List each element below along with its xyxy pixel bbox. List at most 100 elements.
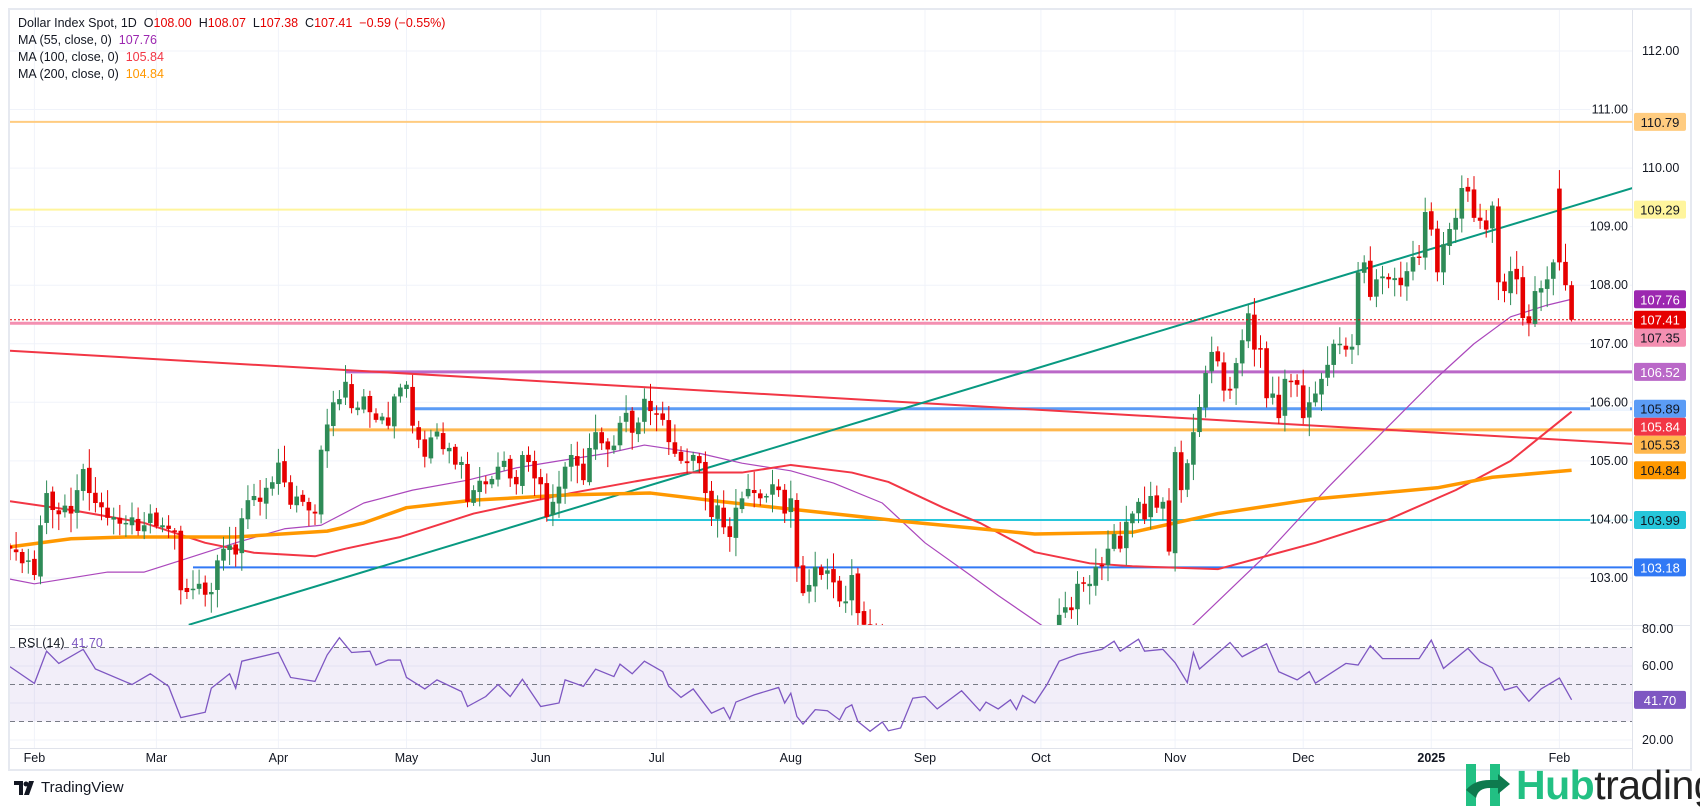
candle	[1471, 176, 1477, 223]
candle-body	[819, 567, 824, 576]
horizontal-levels[interactable]	[10, 120, 1632, 569]
candle	[373, 408, 379, 423]
candle-body	[1380, 276, 1385, 279]
candle-body	[1258, 348, 1263, 350]
green-trendline[interactable]	[188, 187, 1633, 625]
candle-body	[471, 490, 476, 503]
candle	[825, 558, 830, 590]
price-badge-bg	[1634, 417, 1686, 436]
price-badge-label: 104.84	[1640, 463, 1680, 478]
price-tick-label-bg	[1590, 394, 1630, 411]
candle	[843, 585, 848, 613]
price-axis[interactable]: 112.00 111.00 110.00 109.00 108.00 107.00 106.…	[1590, 44, 1680, 586]
candle-body	[306, 501, 312, 511]
trendlines[interactable]	[10, 187, 1633, 625]
candle-body	[684, 461, 690, 464]
legend-ma200[interactable]: MA (200, close, 0) 104.84	[18, 66, 164, 82]
candle-body	[825, 570, 830, 574]
candle-body	[50, 491, 55, 511]
candle-body	[434, 431, 440, 437]
candle-body	[99, 502, 104, 508]
candle	[1398, 261, 1404, 297]
trading-text: trading	[1594, 762, 1700, 808]
candle-body	[562, 466, 568, 489]
time-axis[interactable]: Feb Mar Apr May Jun Jul Aug Sep Oct Nov Dec 2025 Feb	[24, 751, 1571, 765]
candle-body	[526, 454, 531, 463]
candle	[1063, 591, 1068, 618]
candle-body	[1160, 501, 1166, 509]
candle-body	[172, 530, 177, 532]
legend-rsi[interactable]: RSI (14) 41.70	[18, 635, 103, 651]
tradingview-logo[interactable]: TradingView	[14, 779, 124, 796]
candle	[514, 470, 519, 495]
candle	[745, 474, 751, 499]
candle-body	[770, 484, 775, 495]
legend-ma100[interactable]: MA (100, close, 0) 105.84	[18, 49, 164, 65]
candle	[1172, 446, 1178, 572]
candle	[483, 475, 489, 494]
candle-body	[422, 439, 428, 457]
candle-body	[56, 510, 62, 515]
candle-body	[105, 507, 110, 518]
candle	[1185, 459, 1190, 498]
legend-symbol-row[interactable]: Dollar Index Spot, 1D O108.00 H108.07 L1…	[18, 15, 445, 31]
candle	[1483, 210, 1489, 238]
price-badge-bg	[1634, 200, 1686, 219]
candle	[1496, 198, 1501, 301]
rsi-axis[interactable]: 80.00 60.00 20.00	[1642, 622, 1673, 747]
rsi-label: RSI (14)	[18, 636, 65, 650]
candle	[770, 469, 775, 513]
price-tick-label: 107.00	[1590, 337, 1628, 351]
candle	[1069, 596, 1074, 619]
candle	[233, 526, 238, 567]
candle	[1111, 524, 1117, 552]
price-badge-105-89: 105.89	[1634, 399, 1686, 418]
candle-body	[733, 507, 739, 538]
candle	[556, 470, 562, 518]
rsi-value: 41.70	[71, 636, 103, 650]
candle-body	[1172, 452, 1178, 554]
candle	[495, 452, 501, 487]
price-badge-103-99: 103.99	[1634, 510, 1686, 529]
candle-body	[1325, 364, 1330, 378]
red-trendline[interactable]	[10, 349, 1633, 445]
date-tick-label: Aug	[780, 751, 802, 765]
tradingview-label: TradingView	[41, 779, 124, 796]
close-label: C	[305, 16, 315, 30]
candle	[38, 515, 43, 585]
price-tick-label-bg	[1590, 511, 1630, 528]
candle	[355, 401, 360, 416]
ma200-value: 104.84	[125, 67, 164, 81]
candle-body	[1319, 378, 1324, 395]
price-badge-bg	[1634, 399, 1686, 418]
rsi-pane	[10, 636, 1632, 733]
candle	[1343, 337, 1349, 357]
candle-body	[26, 560, 31, 562]
candle	[1075, 571, 1080, 625]
candle-body	[800, 565, 806, 594]
legend-ma55[interactable]: MA (55, close, 0) 107.76	[18, 32, 157, 48]
price-badges: 110.79 109.29 107.76 107.41 107.35 106.52 105.…	[1634, 112, 1686, 709]
candle	[160, 517, 165, 533]
candle-body	[1355, 272, 1361, 346]
candle	[1203, 365, 1208, 418]
candle-body	[1386, 276, 1391, 280]
candle	[599, 427, 604, 450]
candle	[428, 429, 434, 464]
open-label: O	[143, 16, 154, 30]
candle-body	[831, 569, 836, 583]
price-badge-label: 110.79	[1641, 115, 1680, 130]
rsi-badge-bg	[1634, 690, 1686, 709]
candle-body	[1361, 262, 1367, 273]
candle	[392, 393, 397, 439]
candle-body	[385, 417, 391, 426]
candle-body	[44, 493, 49, 523]
candle-body	[1459, 188, 1465, 219]
candle-body	[1313, 393, 1318, 403]
candle-body	[111, 517, 116, 520]
candle	[806, 569, 812, 604]
candle	[1459, 175, 1465, 233]
candle	[1197, 394, 1202, 438]
ma-line-ma200	[10, 468, 1572, 549]
